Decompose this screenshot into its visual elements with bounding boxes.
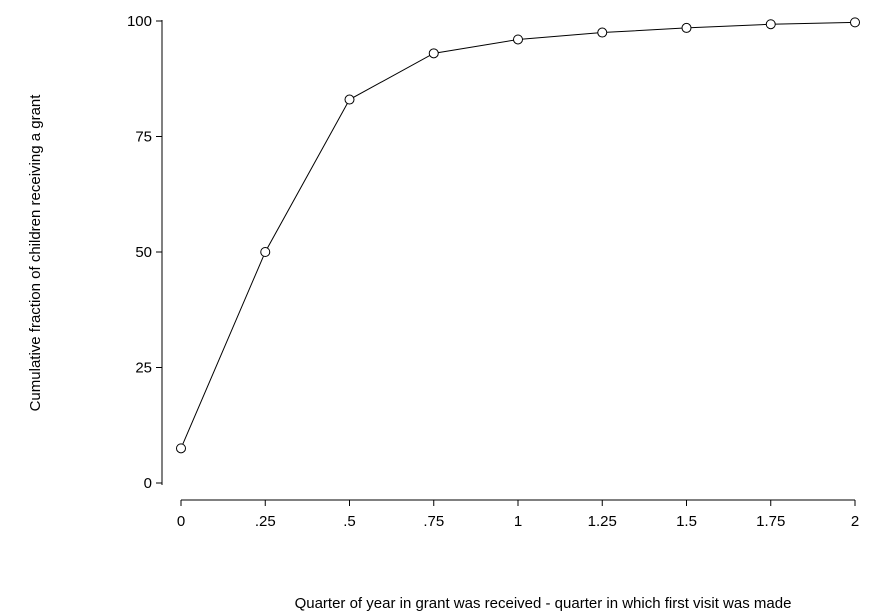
y-tick-label: 25 (135, 360, 152, 377)
y-tick-label: 75 (135, 129, 152, 146)
data-point (428, 48, 439, 59)
data-point (260, 247, 271, 257)
x-tick-label: .25 (255, 513, 276, 530)
data-point (765, 19, 776, 30)
series-layer (176, 17, 860, 454)
data-point (850, 17, 860, 28)
data-point (344, 94, 355, 105)
x-tick-label: .5 (343, 513, 356, 530)
ticks: 0 25 50 75 100 0 .25 .5 .75 1 1.25 1.5 1.75 2 (127, 13, 859, 530)
data-point (681, 22, 692, 33)
series-line (180, 21, 856, 449)
y-tick-label: 100 (127, 13, 152, 30)
data-point (513, 34, 523, 45)
x-tick-label: 1.75 (756, 513, 785, 530)
x-tick-label: 1.25 (588, 513, 617, 530)
x-tick-label: 1.5 (676, 513, 697, 530)
data-point (597, 27, 608, 38)
x-tick-label: 0 (177, 513, 185, 530)
x-tick-label: 1 (514, 513, 522, 530)
y-tick-label: 0 (144, 475, 152, 492)
x-tick-label: .75 (423, 513, 444, 530)
x-tick-label: 2 (851, 513, 859, 530)
y-axis-title: Cumulative fraction of children receivin… (27, 94, 44, 412)
y-tick-label: 50 (135, 244, 152, 261)
data-point (176, 443, 186, 454)
x-axis-title: Quarter of year in grant was received - … (295, 595, 792, 612)
